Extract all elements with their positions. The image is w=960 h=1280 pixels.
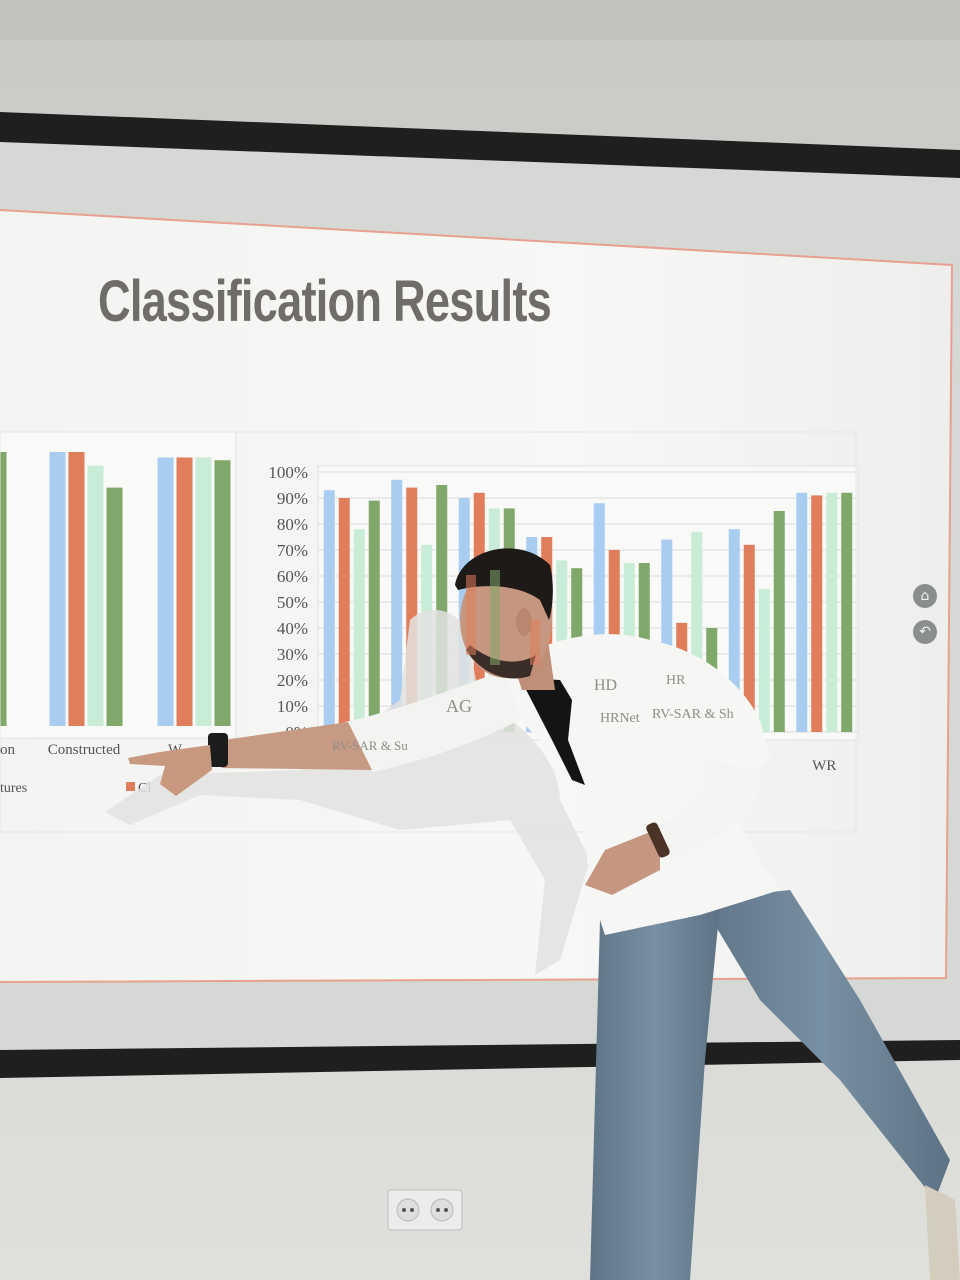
presenter-hair	[455, 548, 553, 620]
bar	[661, 539, 673, 732]
wrist-watch	[208, 733, 228, 767]
bar	[841, 492, 853, 732]
bar	[391, 479, 403, 732]
svg-text:HR: HR	[666, 673, 686, 688]
bar	[157, 457, 174, 726]
bar	[368, 500, 380, 732]
legend-fragment: tures	[0, 781, 27, 796]
bar	[338, 498, 350, 732]
bar	[436, 485, 448, 732]
bar	[796, 492, 808, 732]
projected-stripe	[530, 620, 540, 665]
legend-swatch	[126, 782, 135, 791]
y-tick-label: 60%	[277, 567, 308, 586]
bar	[87, 465, 104, 726]
ceiling	[0, 0, 960, 40]
home-icon[interactable]: ⌂	[913, 584, 937, 608]
bar	[826, 492, 838, 732]
svg-text:RV-SAR & Su: RV-SAR & Su	[332, 738, 408, 753]
chart-frame	[0, 431, 857, 833]
bar	[195, 457, 212, 726]
y-tick-label: 50%	[277, 593, 308, 612]
presenter-shoe	[925, 1185, 960, 1280]
presenter-front-leg	[590, 905, 720, 1280]
presenter-sleeve	[345, 670, 520, 772]
y-tick-label: 30%	[277, 645, 308, 664]
x-tick-label: on	[0, 742, 16, 758]
svg-text:HD: HD	[594, 677, 617, 694]
presenter-beard	[466, 645, 536, 679]
slide-title: Classification Results	[98, 269, 552, 334]
wall-outlet	[387, 1189, 463, 1231]
y-tick-label: 100%	[268, 463, 308, 482]
projected-labels: AG HD HR HRNet RV-SAR & Sh RV-SAR & Su	[332, 673, 734, 753]
presenter-forearm	[210, 722, 372, 770]
projected-stripe	[466, 575, 476, 655]
x-tick-label: Constructed	[48, 742, 121, 758]
bar	[353, 529, 365, 732]
y-tick-label: 40%	[277, 619, 308, 638]
slide-border	[0, 209, 954, 983]
left-chart: onConstructedWturesCl	[0, 452, 231, 796]
bracelet	[646, 822, 670, 858]
bar	[0, 452, 7, 726]
svg-text:AG: AG	[446, 696, 472, 716]
x-tick-label: WR	[812, 758, 836, 774]
presenter-pointing-hand	[128, 745, 212, 796]
bar	[593, 503, 605, 732]
y-tick-label: 70%	[277, 541, 308, 560]
presenter-right-hand	[585, 828, 660, 895]
svg-text:RV-SAR & Sh: RV-SAR & Sh	[652, 707, 734, 722]
bar	[406, 487, 418, 732]
bar	[758, 589, 770, 732]
presenter-ear	[516, 608, 532, 636]
svg-text:HRNet: HRNet	[600, 711, 640, 726]
presenter-tshirt	[520, 678, 585, 785]
bar	[773, 511, 785, 732]
y-tick-label: 80%	[277, 515, 308, 534]
presenter-back-leg	[700, 890, 950, 1200]
bar	[49, 452, 66, 726]
y-tick-label: 20%	[277, 671, 308, 690]
bar	[176, 457, 193, 726]
bar	[323, 490, 335, 732]
bar	[68, 452, 85, 726]
presenter	[128, 548, 960, 1280]
projected-stripe	[490, 570, 500, 665]
bar	[743, 544, 755, 732]
bar	[214, 460, 231, 726]
y-tick-label: 10%	[277, 697, 308, 716]
y-tick-label: 90%	[277, 489, 308, 508]
bar	[728, 529, 740, 732]
bar	[811, 495, 823, 732]
bar	[691, 531, 703, 732]
bar	[106, 487, 123, 726]
presenter-right-arm	[650, 760, 761, 860]
return-arrow-icon[interactable]: ↶	[913, 620, 937, 644]
